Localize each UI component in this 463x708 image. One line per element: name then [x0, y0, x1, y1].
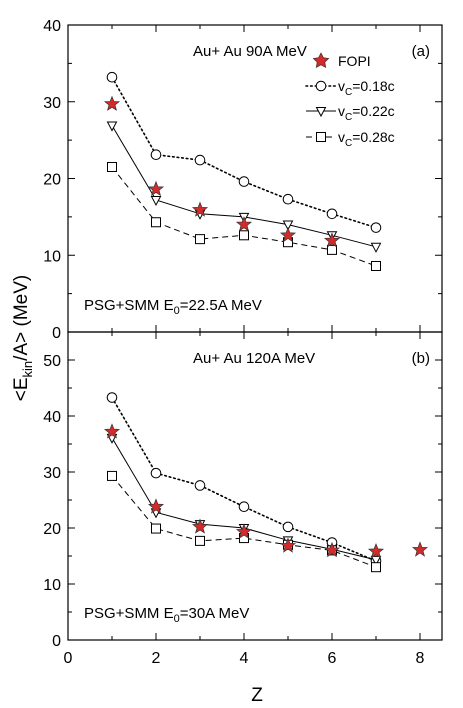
point-v018-a [326, 208, 338, 220]
point-v028-a [239, 230, 249, 241]
x-tick-label: 2 [152, 650, 161, 667]
panel-b-title: Au+ Au 120A MeV [193, 350, 315, 367]
point-v028-a [195, 234, 205, 245]
legend: FOPI vC=0.18c vC=0.22c vC=0.28c [305, 52, 395, 149]
point-v028-b [107, 470, 117, 481]
point-v022-a [370, 242, 382, 253]
legend-v022-label: vC=0.22c [338, 103, 395, 123]
y-tick-label-a: 10 [43, 248, 61, 265]
point-fopi-b [411, 541, 429, 557]
point-v018-b [194, 480, 206, 491]
panel-b: 0 10 20 30 40 50 0 2 4 6 8 Au+ Au 120A MeV (b) PSG+SM… [43, 331, 443, 667]
point-v028-b [195, 535, 205, 546]
point-v018-b [106, 392, 118, 403]
point-v018-a [106, 71, 118, 83]
panel-a-title: Au+ Au 90A MeV [193, 43, 307, 60]
legend-v022: vC=0.22c [306, 103, 395, 123]
point-v028-b [151, 523, 161, 534]
y-tick-label-b: 30 [43, 465, 61, 482]
point-v018-a [282, 193, 294, 205]
point-v022-a [150, 195, 162, 207]
point-v018-b [238, 501, 250, 513]
panel-a-annotation: PSG+SMM E0=22.5A MeV [84, 297, 262, 317]
panel-b-frame [67, 331, 443, 641]
point-fopi-a [323, 232, 341, 248]
x-tick-label: 6 [328, 650, 337, 667]
x-tick-label: 8 [416, 650, 425, 667]
y-axis-title: <Ekin/A> (MeV) [11, 275, 35, 401]
legend-v018-marker [315, 80, 327, 92]
point-fopi-b [191, 518, 209, 534]
y-tick-label-a: 20 [43, 172, 61, 189]
panel-a-label: (a) [412, 43, 430, 60]
y-tick-label-a: 30 [43, 95, 61, 112]
point-v018-b [282, 521, 294, 533]
point-v018-a [238, 176, 250, 187]
legend-v022-marker [315, 107, 327, 118]
x-axis-title: Z [251, 685, 263, 706]
y-tick-label-a: 0 [52, 325, 61, 342]
legend-fopi-label: FOPI [338, 53, 371, 69]
point-fopi-a [147, 180, 165, 197]
point-v018-a [194, 154, 206, 166]
point-v028-a [371, 260, 381, 271]
y-tick-label-b: 50 [43, 353, 61, 370]
point-v028-a [107, 161, 117, 172]
point-v022-a [106, 121, 118, 132]
point-fopi-b [147, 498, 165, 514]
point-v018-b [150, 467, 162, 479]
point-v028-b [371, 562, 381, 573]
panel-a: 0 10 20 30 40 Au+ Au 90A MeV (a) PSG+SMM E0=22.… [43, 18, 443, 342]
point-fopi-b [279, 537, 297, 553]
y-tick-label-b: 10 [43, 577, 61, 594]
x-tick-label: 0 [64, 650, 73, 667]
y-tick-label-b: 0 [52, 633, 61, 650]
panel-b-label: (b) [412, 350, 430, 367]
x-tick-label: 4 [240, 650, 249, 667]
legend-fopi: FOPI [312, 52, 371, 69]
point-v028-a [151, 217, 161, 228]
legend-v028-marker [316, 132, 326, 142]
panel-a-frame [67, 24, 443, 333]
legend-v018-label: vC=0.18c [338, 78, 395, 98]
point-fopi-a [235, 216, 253, 232]
legend-fopi-star [312, 52, 330, 68]
legend-v028-label: vC=0.28c [338, 129, 395, 149]
y-tick-label-a: 40 [43, 18, 61, 35]
point-v022-a [282, 220, 294, 231]
point-fopi-b [323, 541, 341, 558]
point-v018-a [370, 222, 382, 233]
point-fopi-a [103, 95, 121, 111]
point-fopi-b [367, 543, 385, 559]
y-tick-label-b: 40 [43, 409, 61, 426]
y-tick-label-b: 20 [43, 521, 61, 538]
point-v022-b [370, 555, 382, 566]
legend-v028: vC=0.28c [306, 129, 395, 149]
point-fopi-a [191, 201, 209, 217]
point-fopi-a [279, 226, 297, 243]
panel-b-annotation: PSG+SMM E0=30A MeV [84, 605, 249, 625]
point-v028-a [327, 244, 337, 255]
point-fopi-b [235, 523, 253, 539]
point-fopi-b [103, 423, 121, 439]
point-v018-a [150, 149, 162, 161]
legend-v018: vC=0.18c [305, 78, 395, 98]
